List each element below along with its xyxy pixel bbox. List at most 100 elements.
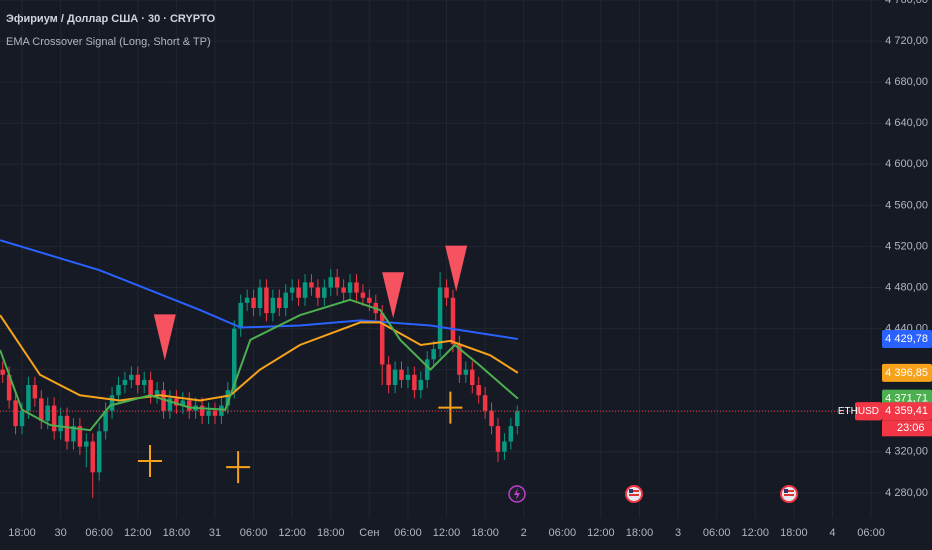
candle-body: [418, 379, 424, 391]
take-profit: [226, 451, 251, 484]
candle-body: [135, 374, 141, 386]
candle-body: [508, 426, 514, 442]
candle-body: [470, 369, 475, 386]
take-profit: [438, 391, 463, 424]
candle-body: [360, 292, 366, 298]
candle-body: [270, 297, 276, 314]
y-tick-label: 4 280,00: [885, 487, 928, 499]
y-tick-label: 4 480,00: [885, 281, 928, 293]
candle-body: [109, 395, 115, 411]
y-tick-label: 4 600,00: [885, 158, 928, 170]
candle-body: [334, 277, 340, 288]
candle-body: [174, 398, 179, 406]
indicator-title: EMA Crossover Signal (Long, Short & TP): [6, 36, 211, 48]
candle-body: [424, 359, 430, 380]
candle-body: [238, 302, 243, 329]
candle-body: [251, 297, 256, 309]
symbol-box: [855, 402, 882, 421]
candle-body: [232, 328, 237, 391]
short-signal: [445, 245, 468, 292]
candle-body: [116, 385, 121, 396]
countdown-box: [882, 420, 932, 437]
candle-body: [392, 369, 398, 386]
candle-body: [257, 287, 263, 309]
x-tick-label: 06:00: [857, 527, 885, 539]
candle-body: [244, 297, 250, 303]
candle-body: [379, 313, 385, 365]
candle-body: [463, 369, 469, 375]
x-tick-label: 06:00: [85, 527, 113, 539]
candle-body: [39, 398, 44, 421]
candle-body: [71, 426, 76, 442]
axes: 18:00 30 06:00 12:00 18:00 31 06:00 12:00 18:00 С…: [8, 0, 932, 539]
candle-body: [122, 379, 128, 386]
candle-body: [0, 369, 5, 375]
take-profit: [138, 445, 163, 478]
flag-canton: [784, 489, 788, 493]
candle-body: [154, 390, 160, 396]
candle-body: [431, 349, 436, 360]
price-label-box: [882, 330, 932, 349]
candle-body: [289, 287, 295, 293]
candle-body: [103, 410, 108, 432]
y-tick-label: 4 320,00: [885, 446, 928, 458]
ema-line: [0, 298, 519, 432]
candle-body: [58, 415, 63, 432]
short-signal: [153, 314, 176, 361]
x-tick-label: 2: [521, 527, 527, 539]
candle-body: [515, 411, 520, 427]
ema-line: [0, 239, 519, 341]
candle-body: [199, 405, 205, 416]
y-tick-label: 4 560,00: [885, 199, 928, 211]
x-tick-label: 4: [829, 527, 835, 539]
candle-body: [51, 405, 57, 432]
countdown-label: 23:06: [897, 422, 925, 434]
x-tick-label: 18:00: [626, 527, 654, 539]
x-tick-label: 12:00: [742, 527, 770, 539]
x-tick-label: 12:00: [433, 527, 461, 539]
x-tick-label: 06:00: [549, 527, 577, 539]
x-tick-label: 18:00: [317, 527, 345, 539]
candle-body: [219, 405, 224, 416]
x-tick-label: 06:00: [240, 527, 268, 539]
candle-body: [45, 405, 50, 421]
candle-body: [328, 277, 334, 288]
chart-title: Эфириум / Доллар США · 30 · CRYPTO: [6, 13, 216, 25]
candle-body: [212, 410, 218, 416]
flag-canton: [629, 489, 633, 493]
candle-body: [495, 426, 501, 452]
candle-body: [32, 385, 38, 399]
candle-body: [206, 410, 211, 416]
candle-body: [129, 374, 134, 380]
candle-body: [457, 343, 462, 375]
x-tick-label: 31: [209, 527, 221, 539]
x-tick-label: 18:00: [8, 527, 36, 539]
candle-body: [84, 441, 89, 447]
candle-body: [77, 426, 83, 447]
y-tick-label: 4 760,00: [885, 0, 928, 6]
candle-body: [315, 287, 321, 298]
x-tick-label: 12:00: [587, 527, 615, 539]
candle-body: [277, 297, 282, 309]
y-tick-label: 4 680,00: [885, 76, 928, 88]
x-tick-label: 12:00: [124, 527, 152, 539]
event-icons: [508, 485, 798, 503]
x-tick-label: 30: [54, 527, 66, 539]
candle-body: [64, 415, 70, 442]
candle-body: [341, 287, 346, 293]
price-label-box: [882, 363, 932, 382]
x-tick-label: 18:00: [780, 527, 808, 539]
symbol-label: ETHUSD: [838, 406, 879, 417]
price-label: 4 429,78: [885, 333, 928, 345]
candle-body: [180, 400, 186, 406]
candle-body: [482, 395, 488, 411]
candle-body: [90, 441, 96, 473]
candle-body: [186, 400, 192, 411]
y-tick-label: 4 640,00: [885, 117, 928, 129]
candle-body: [450, 297, 456, 344]
price-label: 4 359,41: [885, 405, 928, 417]
candle-body: [412, 374, 417, 391]
